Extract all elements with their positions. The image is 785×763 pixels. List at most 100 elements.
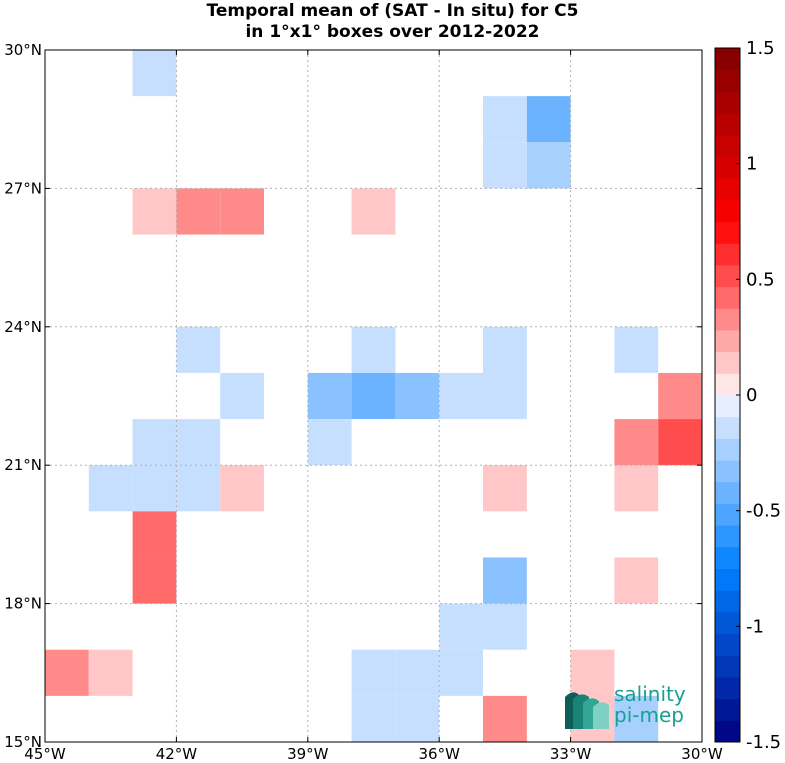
plot-frame	[44, 49, 703, 743]
colorbar-level	[715, 395, 740, 418]
x-tick-label: 42°W	[156, 745, 198, 763]
colorbar: 1.5 1 0.5 0 -0.5 -1 -1.5	[714, 38, 781, 753]
colorbar-level	[715, 611, 740, 635]
colorbar-level	[715, 243, 740, 266]
heatmap-cell	[483, 96, 527, 143]
colorbar-tick-label: 0.5	[746, 269, 775, 290]
y-tick-label: 24°N	[4, 318, 42, 336]
colorbar-level	[715, 69, 740, 92]
heatmap-cell	[132, 50, 177, 97]
heatmap-cell	[526, 96, 571, 143]
grid-lines	[45, 50, 702, 742]
heatmap-cell	[439, 603, 483, 650]
heatmap-cell	[351, 649, 396, 696]
colorbar-level	[715, 568, 740, 591]
colorbar-level	[715, 416, 740, 439]
heatmap-cell	[483, 557, 527, 604]
colorbar-level	[715, 264, 740, 288]
colorbar-level	[715, 351, 740, 374]
heatmap-cell	[220, 465, 264, 512]
colorbar-level	[715, 178, 740, 201]
colorbar-level	[715, 134, 740, 157]
heatmap-cell	[658, 419, 702, 466]
colorbar-level	[715, 633, 740, 656]
heatmap-cell	[132, 557, 177, 604]
logo-text-salinity: salinity	[614, 682, 686, 706]
heatmap-cell	[483, 372, 527, 420]
colorbar-level	[715, 503, 740, 526]
x-tick-label: 39°W	[287, 745, 329, 763]
heatmap-cell	[395, 372, 440, 420]
heatmap-cell	[307, 372, 352, 420]
colorbar-level	[715, 286, 740, 309]
colorbar-tick-label: -1.5	[746, 732, 781, 753]
heatmap-cell	[176, 419, 221, 466]
colorbar-level	[715, 113, 740, 136]
heatmap-cell	[614, 465, 659, 512]
colorbar-tick-label: 0	[746, 385, 757, 406]
heatmap-cell	[351, 326, 396, 373]
logo-text-pi-mep: pi-mep	[614, 703, 684, 727]
heatmap-cell	[132, 419, 177, 466]
heatmap-cell	[351, 188, 396, 235]
colorbar-level	[715, 460, 740, 483]
colorbar-level	[715, 48, 740, 71]
colorbar-level	[715, 481, 740, 504]
colorbar-level	[715, 655, 740, 678]
colorbar-level	[715, 525, 740, 548]
heatmap-cell	[351, 695, 396, 742]
colorbar-level	[715, 698, 740, 721]
colorbar-tick-label: -1	[746, 616, 764, 637]
colorbar-tick-label: 1	[746, 154, 757, 175]
x-tick-label: 36°W	[418, 745, 460, 763]
chart-title-line1: Temporal mean of (SAT - In situ) for C5	[206, 1, 579, 21]
heatmap-cells	[45, 50, 702, 742]
heatmap-cell	[45, 649, 89, 696]
colorbar-level	[715, 221, 740, 244]
heatmap-cell	[483, 603, 527, 650]
heatmap-cell	[483, 142, 527, 189]
y-tick-label: 18°N	[4, 595, 42, 613]
heatmap-cell	[614, 695, 659, 742]
colorbar-level	[715, 329, 740, 353]
heatmap-cell	[220, 188, 264, 235]
x-tick-label: 45°W	[24, 745, 66, 763]
colorbar-level	[715, 199, 740, 222]
logo-waves-icon	[565, 692, 609, 729]
colorbar-level	[715, 546, 740, 569]
colorbar-tick-label: -0.5	[746, 501, 781, 522]
x-tick-label: 33°W	[550, 745, 592, 763]
heatmap-cell	[176, 326, 221, 373]
salinity-pi-mep-logo: salinity pi-mep	[563, 682, 703, 733]
heatmap-cell	[176, 188, 221, 235]
heatmap-cell	[88, 649, 133, 696]
colorbar-level	[715, 156, 740, 179]
heatmap-cell	[220, 372, 264, 420]
chart-title-line2: in 1°x1° boxes over 2012-2022	[245, 22, 540, 42]
colorbar-level	[715, 720, 740, 743]
heatmap-cell	[570, 649, 615, 696]
colorbar-level	[715, 438, 740, 461]
y-tick-label: 27°N	[4, 179, 42, 197]
heatmap-cell	[526, 142, 571, 189]
y-axis: 15°N 18°N 21°N 24°N 27°N 30°N	[4, 41, 702, 751]
colorbar-level	[715, 373, 740, 396]
heatmap-cell	[132, 465, 177, 512]
colorbar-level	[715, 590, 740, 613]
heatmap-cell	[88, 465, 133, 512]
heatmap-cell	[483, 465, 527, 512]
heatmap-cell	[483, 326, 527, 373]
colorbar-level	[715, 91, 740, 114]
x-tick-label: 30°W	[681, 745, 723, 763]
heatmap-cell	[658, 372, 702, 420]
colorbar-tick-label: 1.5	[746, 38, 775, 59]
heatmap-cell	[614, 419, 659, 466]
y-tick-label: 21°N	[4, 456, 42, 474]
heatmap-cell	[132, 511, 177, 558]
colorbar-level	[715, 676, 740, 700]
heatmap-cell	[439, 372, 483, 420]
heatmap-cell	[395, 649, 440, 696]
heatmap-cell	[614, 326, 659, 373]
heatmap-cell	[439, 649, 483, 696]
